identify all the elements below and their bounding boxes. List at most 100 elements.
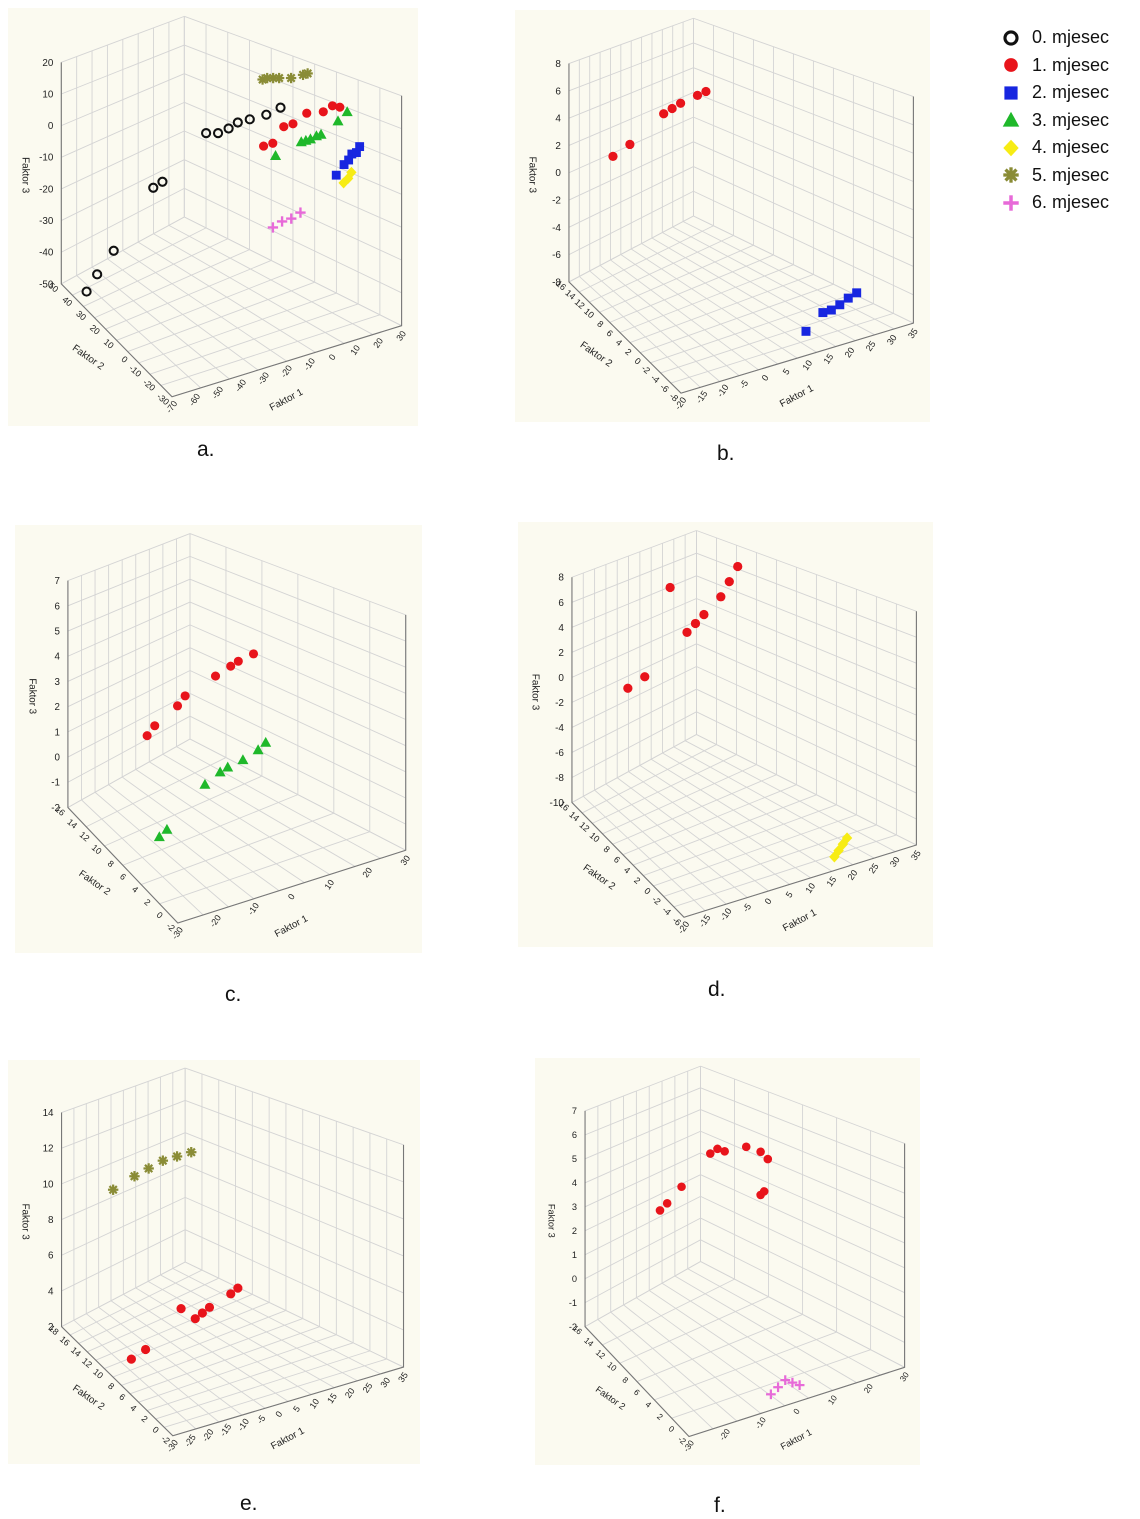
- data-points: [655, 1142, 805, 1400]
- point-month-1-1: [140, 1344, 151, 1355]
- z-tick-label: -2: [51, 803, 60, 814]
- point-month-1-2: [279, 122, 289, 132]
- y-tick-label: 2: [623, 346, 633, 357]
- legend-marker-0: [998, 28, 1024, 48]
- z-tick-label: 12: [43, 1144, 54, 1155]
- y-tick-label: 6: [118, 871, 128, 882]
- x-tick-label: 15: [824, 875, 838, 889]
- legend-marker-6: [998, 193, 1024, 213]
- point-month-2-0: [801, 326, 811, 336]
- x-tick-label: 0: [791, 1406, 802, 1416]
- z-tick-label: 6: [558, 598, 564, 609]
- chart-panel-d: 8 6 4 2 0 -2 -4 -6 -8 -10 -6 -4 -2 0 2 4 6 8 10 12 14 16 -20 -1…: [518, 522, 933, 947]
- point-month-1-1: [640, 672, 650, 682]
- point-month-6-0: [267, 222, 279, 233]
- z-tick-label: 8: [555, 59, 561, 70]
- z-tick-label: 2: [48, 1322, 54, 1333]
- point-month-3-0: [270, 150, 282, 160]
- legend-item-month-2: 2. mjesec: [998, 79, 1140, 107]
- z-tick-label: 1: [572, 1250, 577, 1260]
- point-month-2-5: [355, 142, 365, 152]
- grid: [61, 1067, 405, 1437]
- z-axis-label: Faktor 3: [19, 1203, 30, 1240]
- point-month-1-0: [126, 1354, 136, 1364]
- legend-glyph-4: [1003, 139, 1019, 156]
- z-tick-label: 4: [555, 114, 561, 125]
- y-tick-label: 8: [602, 844, 612, 855]
- z-tick-label: 5: [54, 626, 60, 637]
- point-month-1-2: [172, 701, 183, 711]
- legend-marker-1: [998, 55, 1024, 75]
- z-tick-label: -2: [555, 698, 564, 709]
- point-month-0-9: [244, 114, 255, 125]
- point-month-1-5: [204, 1302, 215, 1312]
- z-tick-label: 8: [558, 573, 564, 584]
- y-tick-label: 4: [128, 1403, 138, 1414]
- y-tick-label: 16: [557, 799, 571, 813]
- point-month-6-3: [787, 1377, 798, 1388]
- x-tick-label: 30: [394, 329, 408, 343]
- y-tick-label: 6: [612, 854, 622, 865]
- x-tick-label: 10: [348, 343, 362, 357]
- x-tick-label: 10: [803, 881, 817, 895]
- y-tick-label: 2: [632, 875, 642, 886]
- chart-panel-f: 7 6 5 4 3 2 1 0 -1 -2 -2 0 2 4 6 8 10 12 14 16 -30 -20 -10 0 10 2…: [535, 1058, 920, 1465]
- point-month-1-2: [176, 1304, 186, 1314]
- y-tick-label: 4: [130, 884, 140, 895]
- z-tick-label: 0: [558, 673, 564, 684]
- legend-marker-5: [998, 165, 1024, 185]
- point-month-2-1: [818, 308, 828, 318]
- x-tick-label: 25: [867, 861, 881, 875]
- x-tick-label: 15: [821, 352, 835, 366]
- y-tick-label: 6: [632, 1387, 642, 1398]
- legend-glyph-0: [1003, 30, 1019, 46]
- point-month-1-5: [226, 661, 236, 671]
- z-tick-label: 3: [54, 677, 59, 688]
- point-month-6-1: [773, 1382, 783, 1393]
- legend: 0. mjesec 1. mjesec 2. mjesec 3. mjesec …: [998, 24, 1140, 217]
- point-month-1-6: [741, 1142, 751, 1152]
- caption-b: b.: [717, 442, 735, 465]
- point-month-5-4: [285, 72, 297, 84]
- grid: [67, 533, 407, 924]
- grid: [571, 530, 917, 918]
- point-month-3-7: [260, 736, 272, 747]
- point-month-3-7: [341, 106, 353, 117]
- point-month-1-4: [690, 618, 701, 629]
- panel-background: [8, 1060, 420, 1464]
- y-tick-label: 8: [595, 319, 605, 330]
- panel-background: [15, 525, 422, 953]
- grid: [60, 15, 403, 398]
- point-month-5-1: [129, 1171, 140, 1182]
- point-month-3-4: [222, 761, 234, 772]
- point-month-5-3: [157, 1155, 169, 1166]
- x-tick-label: 30: [398, 853, 412, 867]
- point-month-3-6: [252, 744, 264, 755]
- x-tick-label: 0: [763, 896, 774, 906]
- point-month-1-0: [142, 731, 152, 741]
- z-axis-label: Faktor 3: [530, 674, 541, 711]
- z-tick-label: 20: [42, 58, 53, 69]
- point-month-6-2: [286, 213, 297, 224]
- x-tick-label: 30: [888, 855, 902, 869]
- legend-label-4: 4. mjesec: [1032, 137, 1110, 158]
- caption-e: e.: [240, 1492, 258, 1515]
- z-tick-label: 2: [555, 141, 561, 152]
- point-month-1-2: [659, 109, 669, 119]
- point-month-1-3: [706, 1149, 715, 1158]
- x-tick-label: 10: [307, 1397, 321, 1411]
- point-month-1-2: [677, 1182, 686, 1192]
- y-tick-label: 8: [106, 858, 116, 869]
- z-tick-label: 14: [43, 1108, 54, 1119]
- point-month-1-1: [150, 721, 160, 731]
- z-tick-label: 2: [572, 1226, 577, 1236]
- legend-label-1: 1. mjesec: [1032, 54, 1110, 75]
- point-month-1-1: [268, 138, 278, 148]
- x-tick-label: 0: [273, 1409, 284, 1419]
- y-tick-label: 10: [588, 830, 602, 844]
- chart-f: 76543210-1-2-20246810121416-30-20-100102…: [535, 1058, 920, 1465]
- y-tick-label: 0: [642, 886, 652, 897]
- z-tick-label: 8: [48, 1215, 54, 1226]
- point-month-2-1: [339, 160, 349, 170]
